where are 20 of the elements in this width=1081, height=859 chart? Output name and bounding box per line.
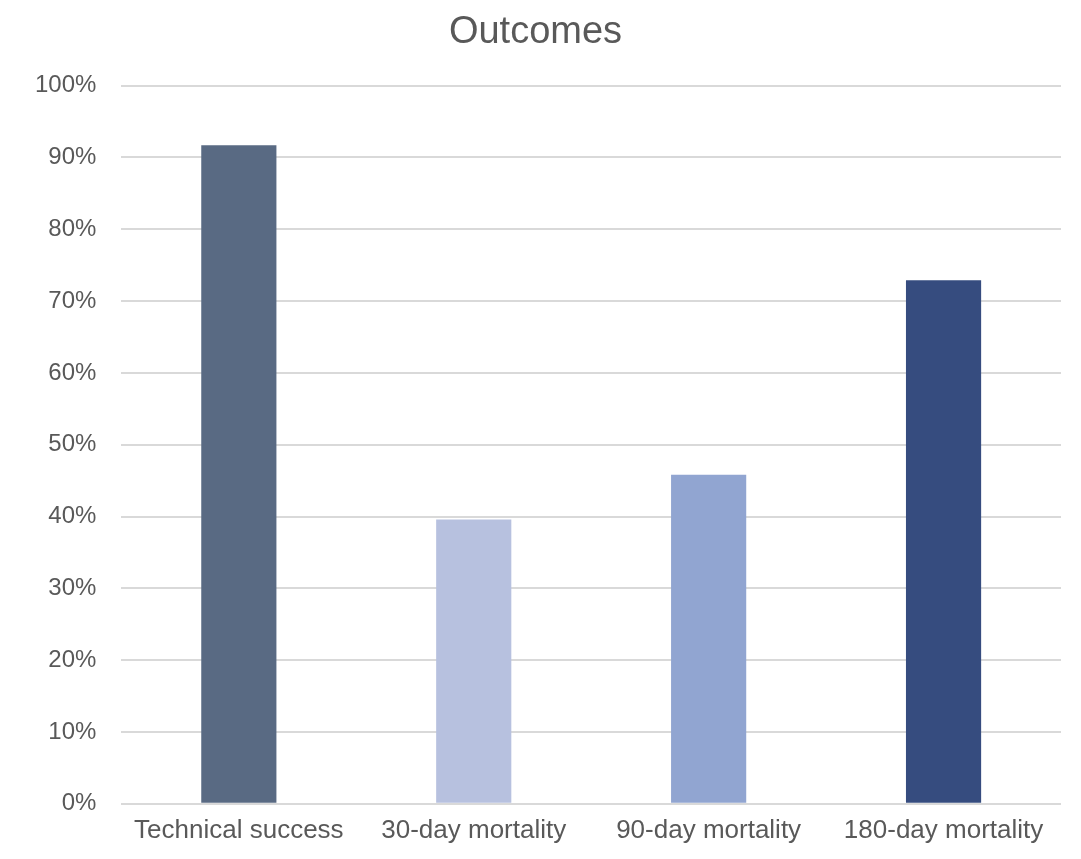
x-tick-label: 30-day mortality — [381, 813, 567, 844]
y-tick-label: 90% — [48, 142, 97, 170]
bar — [436, 519, 512, 803]
bar — [671, 474, 747, 803]
bar — [905, 280, 982, 803]
y-tick-label: 10% — [48, 716, 97, 744]
y-tick-label: 30% — [48, 572, 97, 600]
y-tick-label: 20% — [48, 644, 97, 672]
x-tick-label: Technical success — [134, 813, 344, 844]
x-tick-label: 180-day mortality — [843, 813, 1044, 844]
y-tick-label: 60% — [48, 357, 97, 385]
y-tick-label: 80% — [48, 213, 97, 241]
y-tick-label: 70% — [48, 285, 97, 313]
y-tick-label: 100% — [34, 70, 97, 98]
chart-title: Outcomes — [448, 9, 623, 52]
y-tick-label: 50% — [48, 429, 97, 457]
bar — [201, 145, 277, 803]
y-tick-label: 0% — [61, 788, 97, 816]
y-tick-label: 40% — [48, 501, 97, 529]
x-tick-label: 90-day mortality — [616, 813, 802, 844]
